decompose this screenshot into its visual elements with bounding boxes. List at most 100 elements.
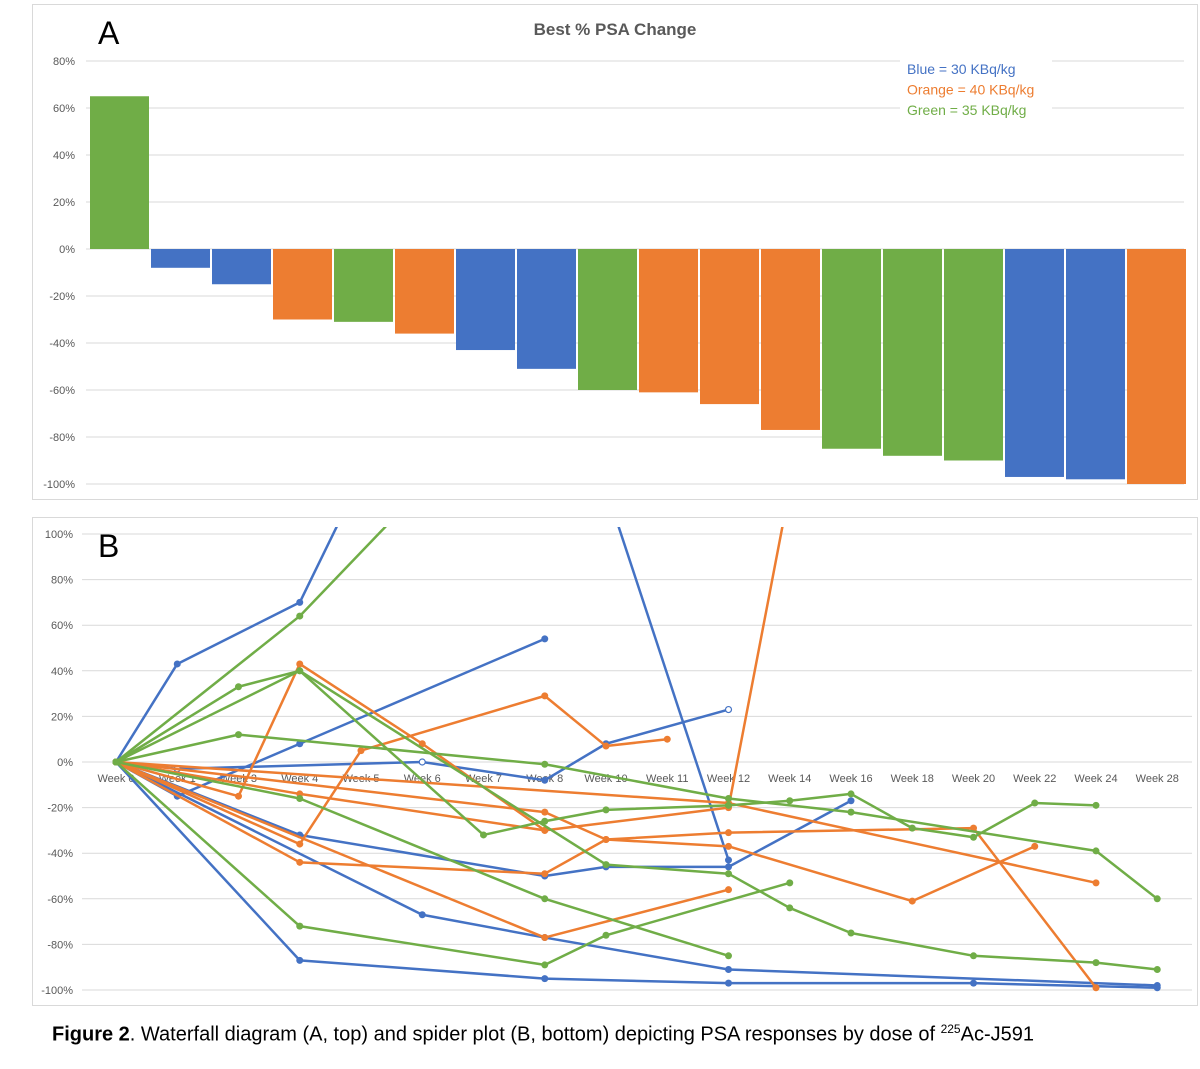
bar	[822, 249, 881, 449]
y-tick-label: 60%	[53, 103, 75, 115]
y-tick-label: 80%	[53, 56, 75, 68]
data-point	[602, 931, 610, 939]
data-point	[173, 660, 181, 668]
series-line	[115, 761, 1158, 989]
data-point	[1092, 879, 1100, 887]
data-point	[970, 833, 977, 841]
data-point	[970, 952, 977, 960]
bar	[90, 96, 149, 249]
data-point	[296, 598, 304, 606]
data-point	[541, 692, 549, 700]
data-point	[357, 747, 365, 755]
y-tick-label: 100%	[45, 529, 73, 541]
caption-label: Figure 2	[52, 1023, 130, 1046]
legend-box	[900, 58, 1052, 124]
y-tick-label: -100%	[41, 985, 73, 997]
panel-a-letter: A	[98, 15, 120, 51]
data-point	[418, 911, 426, 919]
data-point	[296, 740, 304, 748]
y-tick-label: -80%	[47, 939, 73, 951]
y-tick-label: 40%	[51, 666, 73, 678]
data-point	[1092, 801, 1100, 809]
data-point	[602, 806, 610, 814]
bar	[456, 249, 515, 351]
panel-b-letter: B	[98, 528, 119, 564]
data-point	[970, 824, 977, 832]
bar	[151, 249, 210, 268]
y-tick-label: 80%	[51, 575, 73, 587]
data-point	[296, 794, 304, 802]
series-line	[115, 760, 1036, 903]
data-point	[725, 794, 732, 802]
data-point	[541, 895, 549, 903]
legend-entry: Blue = 30 KBq/kg	[907, 61, 1016, 77]
y-tick-label: 20%	[53, 197, 75, 209]
bar	[212, 249, 271, 285]
data-point	[112, 758, 120, 766]
x-tick-label: Week 16	[829, 773, 872, 785]
data-point	[1092, 959, 1100, 967]
data-point	[847, 790, 855, 798]
y-tick-label: -20%	[49, 291, 75, 303]
data-point	[1031, 799, 1039, 807]
panel-a-title: Best % PSA Change	[534, 20, 697, 39]
spider-plot-b: 100%80%60%40%20%0%-20%-40%-60%-80%-100% …	[32, 517, 1198, 1006]
waterfall-chart-a: 80% 60% 40% 20% 0% -20% -40% -60% -80% -100% A Be…	[32, 4, 1198, 500]
panel-a-y-axis: 80% 60% 40% 20% 0% -20% -40% -60% -80% -100%	[43, 56, 75, 491]
data-point	[786, 904, 794, 912]
caption-text-end: Ac-J591	[960, 1023, 1034, 1046]
x-tick-label: Week 20	[952, 773, 995, 785]
data-point	[725, 856, 732, 864]
data-point	[296, 840, 304, 848]
data-point	[541, 870, 549, 878]
series-line	[115, 694, 668, 846]
data-point	[541, 826, 549, 834]
x-tick-label: Week 10	[584, 773, 627, 785]
x-tick-label: Week 11	[646, 773, 688, 785]
y-tick-label: -60%	[49, 385, 75, 397]
data-point	[418, 758, 426, 766]
data-point	[847, 929, 855, 937]
data-point	[602, 861, 610, 869]
data-point	[602, 836, 610, 844]
data-point	[296, 956, 304, 964]
data-point	[602, 742, 610, 750]
data-point	[541, 760, 549, 768]
y-tick-label: -60%	[47, 894, 73, 906]
x-tick-label: Week 12	[707, 773, 750, 785]
data-point	[296, 612, 304, 620]
data-point	[1153, 984, 1161, 992]
data-point	[1031, 842, 1039, 850]
data-point	[541, 975, 549, 983]
data-point	[663, 735, 671, 743]
data-point	[296, 858, 304, 866]
y-tick-label: 0%	[59, 244, 75, 256]
data-point	[541, 776, 549, 784]
data-point	[786, 879, 794, 887]
data-point	[908, 897, 916, 905]
y-tick-label: 0%	[57, 757, 73, 769]
data-point	[847, 797, 855, 805]
data-point	[541, 635, 549, 643]
series-line	[115, 760, 852, 878]
series-line	[114, 527, 338, 763]
data-point	[296, 922, 304, 930]
data-point	[725, 842, 732, 850]
data-point	[725, 801, 732, 809]
y-tick-label: -40%	[49, 338, 75, 350]
bar	[334, 249, 393, 322]
data-point	[480, 831, 487, 839]
bar	[1066, 249, 1125, 480]
data-point	[725, 965, 732, 973]
bar	[761, 249, 820, 430]
data-point	[725, 829, 732, 837]
bar	[1005, 249, 1064, 477]
caption-superscript: 225	[940, 1022, 961, 1036]
data-point	[296, 660, 304, 668]
data-point	[235, 792, 242, 800]
panel-a-bars	[90, 96, 1186, 484]
data-point	[541, 817, 549, 825]
data-point	[541, 961, 549, 969]
data-point	[1153, 965, 1161, 973]
data-point	[1092, 847, 1100, 855]
